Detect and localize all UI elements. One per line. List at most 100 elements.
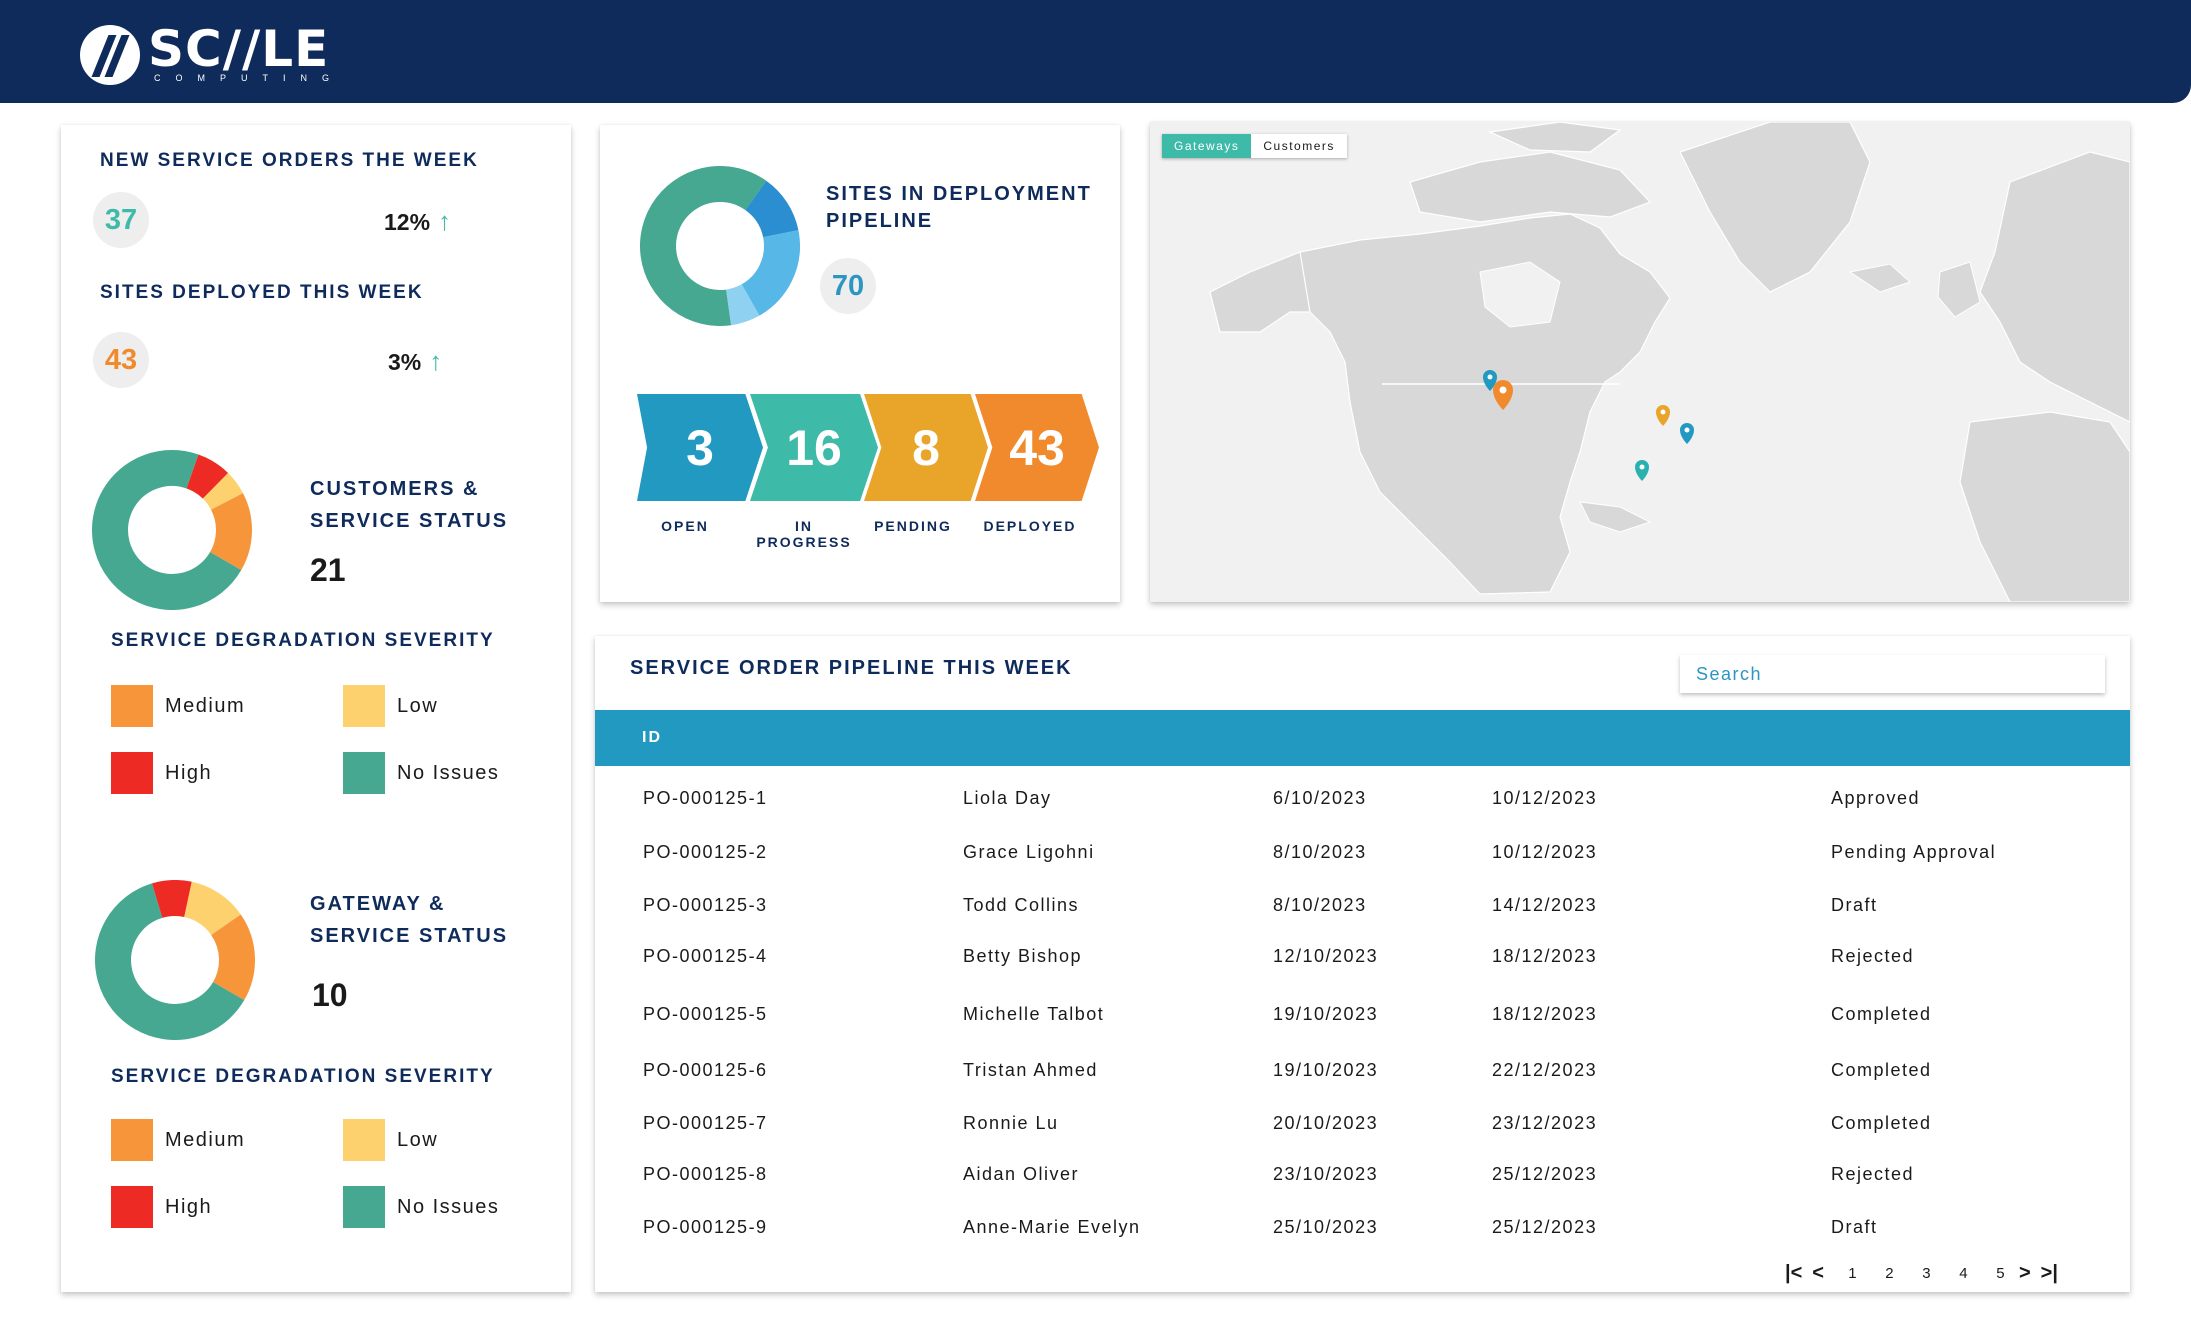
start-date: 8/10/2023 xyxy=(1273,895,1367,915)
prev-page-icon[interactable]: < xyxy=(1812,1262,1824,1284)
orange-pin-icon[interactable] xyxy=(1656,405,1670,426)
start-date: 23/10/2023 xyxy=(1273,1164,1379,1184)
table-row[interactable]: PO-000125-3 Todd Collins 8/10/2023 14/12/20… xyxy=(595,895,2130,935)
order-status: Approved xyxy=(1831,788,1921,808)
legend-high: High xyxy=(111,752,212,794)
donut-slice[interactable] xyxy=(640,166,800,326)
order-status: Draft xyxy=(1831,895,1878,915)
donut-slice[interactable] xyxy=(640,166,800,326)
logo-mark-icon xyxy=(80,25,140,85)
order-status: Pending Approval xyxy=(1831,842,1997,862)
world-map[interactable] xyxy=(1150,122,2130,602)
customers-status-title-1: CUSTOMERS & xyxy=(310,478,480,500)
high-swatch xyxy=(111,1186,153,1228)
legend-label: No Issues xyxy=(397,1195,500,1218)
brand-name: SC//LE xyxy=(148,20,330,78)
end-date: 10/12/2023 xyxy=(1492,788,1598,808)
page-2[interactable]: 2 xyxy=(1885,1265,1894,1282)
order-id: PO-000125-4 xyxy=(643,946,768,966)
order-status: Draft xyxy=(1831,1217,1878,1237)
gateway-severity-title: SERVICE DEGRADATION SEVERITY xyxy=(111,1066,495,1087)
first-page-icon[interactable]: |< xyxy=(1785,1262,1803,1284)
order-id: PO-000125-8 xyxy=(643,1164,768,1184)
legend-no-issues: No Issues xyxy=(343,1186,499,1228)
customer-name: Tristan Ahmed xyxy=(963,1060,1098,1080)
order-id: PO-000125-6 xyxy=(643,1060,768,1080)
table-row[interactable]: PO-000125-4 Betty Bishop 12/10/2023 18/12/2… xyxy=(595,946,2130,986)
order-status: Rejected xyxy=(1831,946,1915,966)
orders-kpi-value: 37 xyxy=(93,192,149,248)
page-5[interactable]: 5 xyxy=(1996,1265,2005,1282)
table-header: ID xyxy=(595,710,2130,766)
order-status: Completed xyxy=(1831,1113,1932,1133)
end-date: 18/12/2023 xyxy=(1492,1004,1598,1024)
world-map-card[interactable]: Gateways Customers xyxy=(1150,122,2130,602)
next-page-icon[interactable]: > xyxy=(2018,1262,2031,1284)
customers-total: 21 xyxy=(310,552,346,588)
customers-severity-title: SERVICE DEGRADATION SEVERITY xyxy=(111,630,495,651)
donut-slice[interactable] xyxy=(92,450,252,610)
table-row[interactable]: PO-000125-8 Aidan Oliver 23/10/2023 25/12/2… xyxy=(595,1164,2130,1204)
end-date: 18/12/2023 xyxy=(1492,946,1598,966)
pipeline-total: 70 xyxy=(820,258,876,314)
tab-gateways[interactable]: Gateways xyxy=(1162,134,1252,158)
customers-status-donut[interactable] xyxy=(92,450,252,610)
order-id: PO-000125-3 xyxy=(643,895,768,915)
order-id: PO-000125-9 xyxy=(643,1217,768,1237)
table-row[interactable]: PO-000125-5 Michelle Talbot 19/10/2023 18/1… xyxy=(595,1004,2130,1044)
customer-name: Ronnie Lu xyxy=(963,1113,1059,1133)
donut-slice[interactable] xyxy=(92,450,252,610)
table-row[interactable]: PO-000125-6 Tristan Ahmed 19/10/2023 22/12/… xyxy=(595,1060,2130,1100)
brand-logo[interactable]: SC//LE COMPUTING xyxy=(80,20,344,90)
customers-status-title-2: SERVICE STATUS xyxy=(310,510,509,532)
teal-pin-icon[interactable] xyxy=(1483,370,1497,391)
legend-medium: Medium xyxy=(111,685,245,727)
table-title: SERVICE ORDER PIPELINE THIS WEEK xyxy=(630,657,1073,679)
medium-swatch xyxy=(111,685,153,727)
customer-name: Todd Collins xyxy=(963,895,1080,915)
deployed-change-text: 3% xyxy=(388,349,422,375)
stage-in-progress[interactable]: 16 xyxy=(750,394,878,501)
start-date: 19/10/2023 xyxy=(1273,1004,1379,1024)
search-input[interactable]: Search xyxy=(1680,655,2105,693)
donut-slice[interactable] xyxy=(95,880,255,1040)
customer-name: Anne-Marie Evelyn xyxy=(963,1217,1141,1237)
order-status: Completed xyxy=(1831,1060,1932,1080)
stage-pending-label: PENDING xyxy=(874,518,952,534)
legend-no-issues: No Issues xyxy=(343,752,499,794)
orange-pin-icon[interactable] xyxy=(1493,380,1513,410)
start-date: 6/10/2023 xyxy=(1273,788,1367,808)
stage-deployed[interactable]: 43 xyxy=(975,394,1099,501)
page-3[interactable]: 3 xyxy=(1922,1265,1931,1282)
legend-label: High xyxy=(165,761,213,784)
end-date: 14/12/2023 xyxy=(1492,895,1598,915)
legend-label: Medium xyxy=(165,1128,246,1151)
page-4[interactable]: 4 xyxy=(1959,1265,1968,1282)
pipeline-title-1: SITES IN DEPLOYMENT xyxy=(826,183,1092,205)
donut-slice[interactable] xyxy=(95,880,255,1040)
gateway-status-title-1: GATEWAY & xyxy=(310,893,446,915)
start-date: 8/10/2023 xyxy=(1273,842,1367,862)
table-row[interactable]: PO-000125-2 Grace Ligohni 8/10/2023 10/12/2… xyxy=(595,842,2130,882)
pipeline-donut[interactable] xyxy=(640,166,800,326)
search-placeholder: Search xyxy=(1696,664,1763,684)
page-1[interactable]: 1 xyxy=(1848,1265,1857,1282)
tab-customers[interactable]: Customers xyxy=(1251,134,1347,158)
stage-pending[interactable]: 8 xyxy=(864,394,988,501)
teal-pin-icon[interactable] xyxy=(1635,460,1649,481)
medium-swatch xyxy=(111,1119,153,1161)
stage-open[interactable]: 3 xyxy=(637,394,763,501)
end-date: 22/12/2023 xyxy=(1492,1060,1598,1080)
column-header-id[interactable]: ID xyxy=(642,729,662,746)
gateway-status-donut[interactable] xyxy=(95,880,255,1040)
table-row[interactable]: PO-000125-1 Liola Day 6/10/2023 10/12/2023 A… xyxy=(595,788,2130,828)
table-row[interactable]: PO-000125-7 Ronnie Lu 20/10/2023 23/12/2023… xyxy=(595,1113,2130,1153)
legend-label: Medium xyxy=(165,694,246,717)
last-page-icon[interactable]: >| xyxy=(2040,1262,2058,1284)
order-status: Completed xyxy=(1831,1004,1932,1024)
orders-change-text: 12% xyxy=(384,209,431,235)
blue-pin-icon[interactable] xyxy=(1680,423,1694,444)
table-row[interactable]: PO-000125-9 Anne-Marie Evelyn 25/10/2023 25… xyxy=(595,1217,2130,1257)
deployed-kpi-change: 3% ↑ xyxy=(388,346,442,377)
brand-subtitle: COMPUTING xyxy=(154,73,344,83)
